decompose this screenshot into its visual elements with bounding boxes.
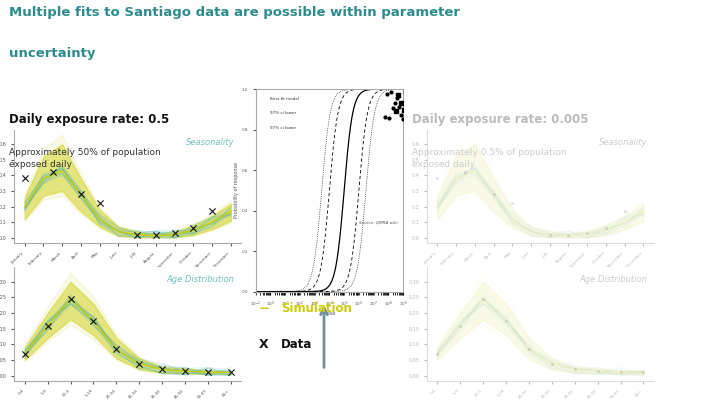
Point bbox=[459, 169, 471, 175]
Point bbox=[615, 369, 626, 375]
Text: Data: Data bbox=[281, 338, 312, 351]
Point bbox=[384, 115, 395, 121]
Y-axis label: Probability of response: Probability of response bbox=[234, 162, 239, 218]
Point bbox=[569, 366, 580, 373]
Point bbox=[546, 360, 557, 367]
Point bbox=[150, 232, 162, 238]
Point bbox=[487, 191, 499, 197]
Text: Age Distribution: Age Distribution bbox=[166, 275, 235, 284]
Point bbox=[225, 369, 237, 376]
Point bbox=[19, 175, 30, 182]
Point bbox=[65, 296, 76, 302]
Text: Source: QMRA wiki: Source: QMRA wiki bbox=[359, 221, 397, 225]
Point bbox=[600, 225, 612, 232]
Point bbox=[506, 200, 518, 207]
Point bbox=[394, 103, 405, 110]
Point bbox=[47, 169, 58, 175]
Point bbox=[390, 100, 401, 107]
Point bbox=[398, 107, 410, 113]
Point bbox=[619, 208, 631, 215]
Point bbox=[397, 115, 409, 122]
Text: Daily exposure rate: 0.005: Daily exposure rate: 0.005 bbox=[412, 113, 588, 126]
Text: Age Distribution: Age Distribution bbox=[579, 275, 647, 284]
Text: Best-fit model: Best-fit model bbox=[271, 97, 300, 101]
Point bbox=[395, 100, 407, 106]
Point bbox=[111, 346, 122, 352]
Point bbox=[133, 360, 145, 367]
Point bbox=[477, 296, 489, 302]
Point bbox=[387, 104, 399, 111]
Point bbox=[19, 350, 30, 357]
Point bbox=[395, 111, 407, 118]
Point bbox=[638, 369, 649, 376]
Point bbox=[523, 346, 535, 352]
Point bbox=[179, 368, 191, 374]
Text: --: -- bbox=[259, 302, 269, 315]
Text: uncertainty: uncertainty bbox=[9, 47, 95, 60]
Point bbox=[400, 89, 412, 95]
Point bbox=[188, 225, 199, 232]
Point bbox=[544, 232, 556, 238]
Point bbox=[169, 230, 181, 237]
Point bbox=[592, 368, 603, 374]
Text: Approximately 0.5% of population
exposed daily: Approximately 0.5% of population exposed… bbox=[412, 148, 567, 168]
Point bbox=[392, 92, 404, 99]
Text: Simulation: Simulation bbox=[281, 302, 351, 315]
Point bbox=[88, 318, 99, 324]
Point bbox=[431, 175, 443, 182]
Point bbox=[379, 114, 391, 121]
Text: 97% ci lower: 97% ci lower bbox=[271, 126, 297, 130]
Point bbox=[563, 232, 575, 238]
Point bbox=[202, 369, 214, 375]
Point bbox=[42, 322, 53, 329]
Point bbox=[431, 350, 443, 357]
Point bbox=[207, 208, 218, 215]
Point bbox=[132, 232, 143, 238]
Point bbox=[156, 366, 168, 373]
Text: X: X bbox=[259, 338, 269, 351]
Point bbox=[582, 230, 593, 237]
Text: Seasonality: Seasonality bbox=[186, 138, 235, 147]
Point bbox=[390, 108, 402, 115]
Point bbox=[454, 322, 466, 329]
Point bbox=[94, 200, 105, 207]
Point bbox=[382, 91, 393, 97]
Text: 97% ci lower: 97% ci lower bbox=[271, 111, 297, 115]
Text: Daily exposure rate: 0.5: Daily exposure rate: 0.5 bbox=[9, 113, 169, 126]
Text: Seasonality: Seasonality bbox=[598, 138, 647, 147]
Point bbox=[500, 318, 512, 324]
X-axis label: Dose: Dose bbox=[323, 311, 336, 316]
Text: Multiple fits to Santiago data are possible within parameter: Multiple fits to Santiago data are possi… bbox=[9, 6, 459, 19]
Text: Approximately 50% of population
exposed daily: Approximately 50% of population exposed … bbox=[9, 148, 161, 168]
Point bbox=[392, 94, 403, 101]
Point bbox=[386, 89, 397, 95]
Point bbox=[75, 191, 86, 197]
